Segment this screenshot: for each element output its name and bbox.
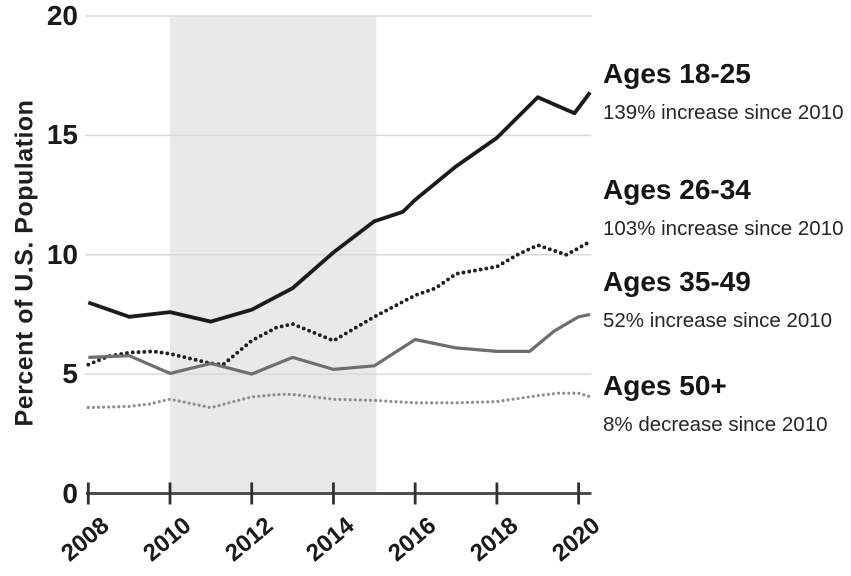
y-tick-label-15: 15 [46,119,78,151]
y-tick-label-20: 20 [46,0,78,31]
y-tick-label-0: 0 [62,477,78,509]
series-line-ages-18-25 [87,91,592,324]
y-tick-label-10: 10 [46,238,78,270]
y-tick-label-5: 5 [62,358,78,390]
series-line-ages-50- [86,391,592,410]
series-line-ages-35-49 [88,312,591,376]
series-line-ages-26-34 [86,239,592,367]
